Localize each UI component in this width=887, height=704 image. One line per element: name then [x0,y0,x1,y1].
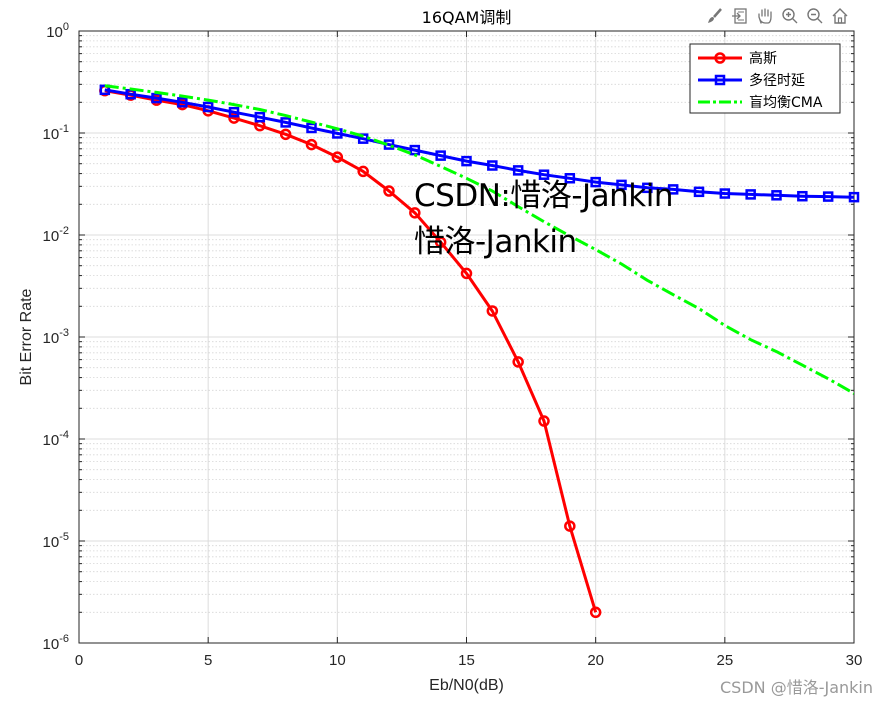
data-point [667,184,679,195]
x-tick-label: 20 [587,652,604,669]
legend-marker [714,52,726,64]
data-point [693,186,705,198]
data-point [306,122,317,134]
home-icon[interactable] [829,5,851,27]
axes-toolbar [704,5,851,29]
x-tick-label: 0 [75,652,83,669]
watermark-text: CSDN:惜洛-Jankin [414,178,674,214]
data-point [331,151,344,163]
data-point [719,188,731,199]
data-point [486,305,499,317]
y-tick-label: 10-2 [43,225,69,245]
x-tick-label: 25 [716,652,733,669]
zoom-out-icon[interactable] [804,5,826,27]
data-point [564,520,576,532]
data-point [151,92,162,104]
data-point [409,207,421,219]
data-point [487,160,498,171]
data-point [538,415,550,427]
y-tick-label: 10-3 [43,327,69,347]
data-point [642,182,653,194]
data-point [434,236,447,248]
y-tick-label: 10-6 [43,633,69,653]
data-point [538,169,550,180]
data-point [228,106,240,118]
data-point [590,176,601,188]
credit-watermark: CSDN @惜洛-Jankin [720,678,873,697]
y-tick-label: 10-4 [43,429,69,449]
data-point [280,117,291,128]
data-point [461,155,472,167]
data-point [177,97,188,108]
legend-label: 盲均衡CMA [749,94,823,111]
data-point [822,191,834,202]
data-point [254,111,266,123]
data-point [305,138,318,151]
data-point [460,267,473,280]
data-point [512,165,524,176]
zoom-in-icon[interactable] [779,5,801,27]
export-icon[interactable] [729,5,751,27]
data-point [357,165,369,178]
legend-marker [714,74,726,86]
data-point [435,150,446,161]
data-point [797,190,808,202]
x-tick-label: 30 [846,652,863,669]
data-point [202,101,214,113]
data-point [771,190,782,201]
data-point [279,128,292,141]
y-tick-label: 10-5 [43,531,69,551]
series-line-2 [104,84,854,395]
data-point [564,173,576,184]
data-point [589,606,602,619]
x-tick-label: 5 [204,652,212,669]
data-point [616,179,627,191]
y-tick-label: 100 [46,21,69,41]
x-tick-label: 10 [329,652,346,669]
x-tick-label: 15 [458,652,475,669]
data-point [848,191,860,203]
data-point [512,356,524,368]
y-axis-label: Bit Error Rate [18,288,35,385]
data-point [745,189,756,200]
legend-label: 高斯 [749,50,777,67]
watermark-text-secondary: 惜洛-Jankin [414,224,577,260]
y-tick-label: 10-1 [43,123,69,143]
pan-icon[interactable] [754,5,776,27]
chart-title: 16QAM调制 [422,8,512,27]
data-point [383,185,395,197]
legend-label: 多径时延 [749,72,805,89]
brush-icon[interactable] [704,5,726,27]
x-axis-label: Eb/N0(dB) [429,677,504,694]
